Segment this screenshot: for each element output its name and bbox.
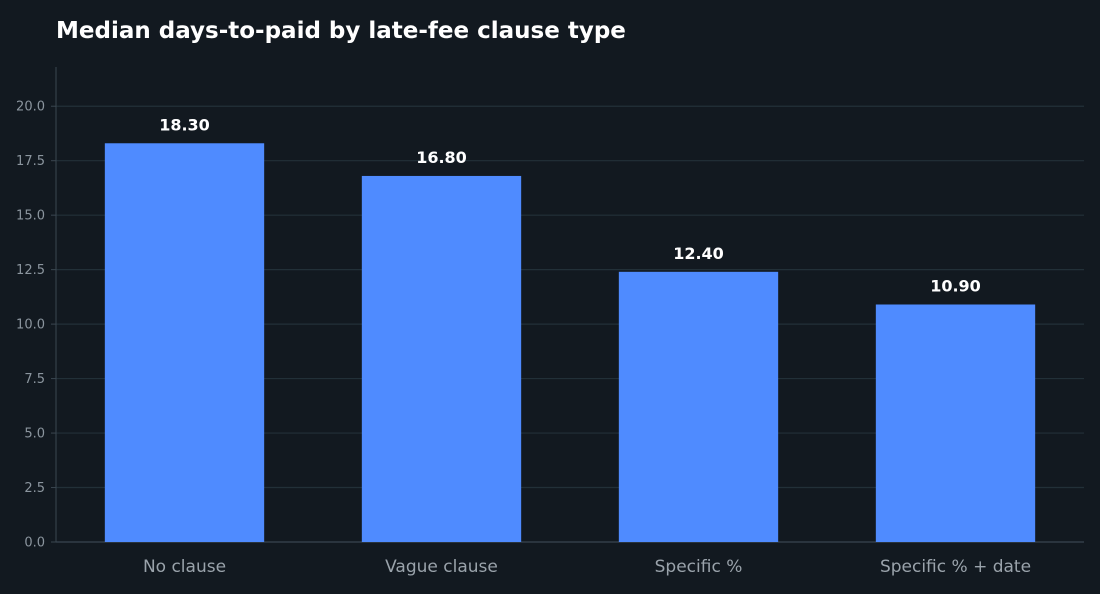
bar-value-label: 18.30 (159, 115, 210, 134)
x-tick-label: Specific % (655, 557, 743, 577)
y-tick-label: 17.5 (16, 154, 45, 169)
y-tick-label: 2.5 (24, 481, 45, 496)
bar-value-label: 16.80 (416, 148, 467, 167)
x-tick-label: No clause (143, 557, 226, 577)
y-tick-label: 12.5 (16, 263, 45, 278)
y-tick-label: 5.0 (24, 427, 45, 442)
x-tick-label: Specific % + date (880, 557, 1031, 577)
chart-title: Median days-to-paid by late-fee clause t… (56, 18, 626, 44)
bar-value-label: 12.40 (673, 244, 724, 263)
x-tick-label: Vague clause (385, 557, 498, 577)
bar-value-label: 10.90 (930, 277, 981, 296)
y-tick-label: 10.0 (16, 318, 45, 333)
y-tick-label: 7.5 (24, 372, 45, 387)
y-tick-label: 15.0 (16, 209, 45, 224)
bars (104, 143, 1036, 543)
bar (104, 143, 265, 542)
labels: 0.0 2.5 5.0 7.5 10.0 12.5 15.0 17.5 20.0 18.30 No … (16, 100, 1031, 577)
bar (361, 175, 522, 543)
bar (875, 304, 1036, 542)
y-tick-label: 20.0 (16, 100, 45, 115)
bar (618, 271, 779, 542)
y-tick-label: 0.0 (24, 536, 45, 551)
